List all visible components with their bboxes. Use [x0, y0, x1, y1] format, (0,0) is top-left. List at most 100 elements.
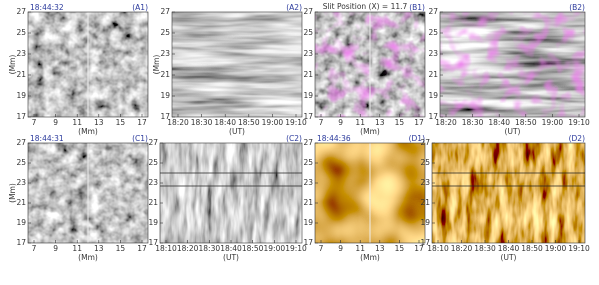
x-tick-label: 7 [32, 118, 37, 127]
y-tick-label: 19 [160, 91, 170, 100]
x-tick-label: 19:10 [568, 118, 590, 127]
panel-label: (C2) [286, 134, 302, 143]
y-axis-label: (Mm) [152, 55, 161, 75]
panel-time: 18:44:32 [30, 3, 64, 12]
x-tick-label: 11 [355, 244, 365, 253]
x-tick-label: 18:40 [498, 244, 520, 253]
panel-image [172, 12, 302, 117]
y-tick-label: 17 [303, 238, 313, 247]
panel-frame [314, 142, 426, 244]
y-tick-label: 17 [428, 112, 438, 121]
y-tick-label: 25 [16, 28, 26, 37]
x-tick-label: 18:20 [451, 244, 473, 253]
x-tick-label: 7 [319, 118, 324, 127]
x-tick-label: 17 [137, 244, 147, 253]
y-tick-label: 17 [160, 112, 170, 121]
x-tick-label: 11 [72, 244, 82, 253]
y-tick-label: 27 [420, 138, 430, 147]
x-tick-label: 18:30 [199, 244, 221, 253]
x-axis-label: (UT) [229, 127, 245, 136]
y-tick-label: 21 [303, 70, 313, 79]
x-tick-label: 11 [72, 118, 82, 127]
y-tick-label: 23 [160, 49, 170, 58]
panel-label: (A2) [286, 3, 302, 12]
y-tick-label: 21 [160, 70, 170, 79]
y-tick-label: 27 [148, 138, 158, 147]
y-tick-label: 23 [16, 178, 26, 187]
x-tick-label: 19:00 [545, 244, 567, 253]
y-tick-label: 27 [16, 7, 26, 16]
y-tick-label: 25 [303, 28, 313, 37]
x-tick-label: 18:30 [474, 244, 496, 253]
y-tick-label: 23 [303, 49, 313, 58]
x-tick-label: 15 [395, 118, 405, 127]
x-tick-label: 18:30 [191, 118, 213, 127]
y-tick-label: 27 [16, 138, 26, 147]
x-tick-label: 9 [338, 118, 343, 127]
x-tick-label: 15 [395, 244, 405, 253]
x-tick-label: 18:20 [435, 118, 457, 127]
y-tick-label: 19 [303, 218, 313, 227]
panel-time: 18:44:31 [30, 134, 64, 143]
x-tick-label: 18:40 [214, 118, 236, 127]
y-tick-label: 25 [303, 158, 313, 167]
panel-frame [27, 11, 149, 118]
x-tick-label: 18:50 [515, 118, 537, 127]
panel-frame [27, 142, 149, 244]
slit-label: Slit Position (X) = 11.7 [323, 2, 408, 11]
y-tick-label: 23 [420, 178, 430, 187]
panel-image [160, 143, 302, 243]
panel-label: (D1) [409, 134, 425, 143]
y-tick-label: 27 [160, 7, 170, 16]
x-tick-label: 19:10 [285, 118, 307, 127]
x-tick-label: 7 [32, 244, 37, 253]
y-axis-label: (Mm) [8, 55, 17, 75]
y-tick-label: 21 [428, 70, 438, 79]
x-axis-label: (Mm) [78, 127, 98, 136]
y-tick-label: 27 [428, 7, 438, 16]
y-tick-label: 25 [420, 158, 430, 167]
x-tick-label: 18:40 [220, 244, 242, 253]
x-tick-label: 19:00 [542, 118, 564, 127]
x-tick-label: 7 [319, 244, 324, 253]
x-tick-label: 18:20 [167, 118, 189, 127]
y-tick-label: 17 [16, 238, 26, 247]
x-tick-label: 18:10 [155, 244, 177, 253]
x-tick-label: 13 [94, 244, 104, 253]
x-tick-label: 19:10 [285, 244, 307, 253]
y-tick-label: 21 [16, 198, 26, 207]
y-tick-label: 25 [16, 158, 26, 167]
panel-label: (B2) [569, 3, 585, 12]
x-tick-label: 11 [355, 118, 365, 127]
y-axis-label: (Mm) [8, 183, 17, 203]
x-tick-label: 19:00 [262, 118, 284, 127]
x-tick-label: 18:50 [242, 244, 264, 253]
y-tick-label: 21 [148, 198, 158, 207]
y-tick-label: 25 [428, 28, 438, 37]
x-tick-label: 13 [94, 118, 104, 127]
x-tick-label: 17 [414, 244, 424, 253]
panel-label: (B1) [409, 3, 425, 12]
y-tick-label: 17 [420, 238, 430, 247]
x-tick-label: 18:10 [427, 244, 449, 253]
y-tick-label: 17 [16, 112, 26, 121]
y-tick-label: 25 [148, 158, 158, 167]
y-tick-label: 23 [16, 49, 26, 58]
panel-label: (A1) [132, 3, 148, 12]
x-tick-label: 19:00 [264, 244, 286, 253]
y-tick-label: 19 [148, 218, 158, 227]
x-tick-label: 18:20 [177, 244, 199, 253]
x-tick-label: 9 [338, 244, 343, 253]
y-tick-label: 21 [16, 70, 26, 79]
y-tick-label: 19 [303, 91, 313, 100]
panel-frame [171, 11, 303, 118]
panel-label: (D2) [569, 134, 585, 143]
x-tick-label: 15 [116, 244, 126, 253]
y-tick-label: 19 [16, 218, 26, 227]
x-tick-label: 15 [116, 118, 126, 127]
y-tick-label: 23 [303, 178, 313, 187]
x-tick-label: 19:10 [568, 244, 590, 253]
x-tick-label: 17 [137, 118, 147, 127]
x-tick-label: 18:40 [488, 118, 510, 127]
